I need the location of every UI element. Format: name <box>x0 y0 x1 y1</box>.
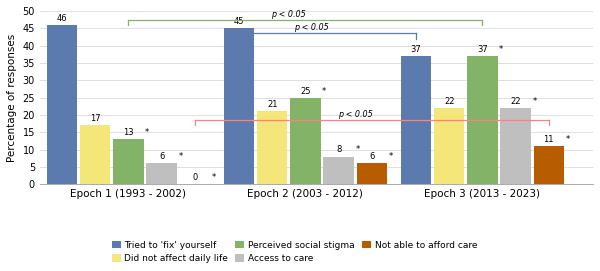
Bar <box>257 111 287 184</box>
Text: *: * <box>532 97 536 106</box>
Bar <box>356 163 387 184</box>
Bar <box>467 56 497 184</box>
Text: 0: 0 <box>192 173 197 182</box>
Text: 11: 11 <box>544 135 554 144</box>
Text: p < 0.05: p < 0.05 <box>338 110 373 119</box>
Bar <box>500 108 531 184</box>
Text: 6: 6 <box>159 152 164 162</box>
Text: *: * <box>178 152 182 162</box>
Bar <box>113 139 143 184</box>
Text: *: * <box>355 146 359 154</box>
Text: 13: 13 <box>123 128 134 137</box>
Text: *: * <box>499 45 503 54</box>
Text: 22: 22 <box>444 97 454 106</box>
Text: 22: 22 <box>511 97 521 106</box>
Text: 17: 17 <box>90 114 100 123</box>
Bar <box>290 98 320 184</box>
Text: *: * <box>145 128 149 137</box>
Bar <box>434 108 464 184</box>
Text: 37: 37 <box>477 45 488 54</box>
Bar <box>323 157 354 184</box>
Text: 8: 8 <box>336 146 341 154</box>
Text: *: * <box>566 135 570 144</box>
Text: 21: 21 <box>267 100 277 109</box>
Text: 37: 37 <box>410 45 421 54</box>
Bar <box>47 25 77 184</box>
Legend: Tried to 'fix' yourself, Did not affect daily life, Perceived social stigma, Acc: Tried to 'fix' yourself, Did not affect … <box>112 241 477 263</box>
Text: 6: 6 <box>369 152 374 162</box>
Text: 46: 46 <box>56 14 67 23</box>
Text: p < 0.05: p < 0.05 <box>293 23 328 33</box>
Bar <box>224 28 254 184</box>
Text: 45: 45 <box>234 17 244 26</box>
Text: p < 0.05: p < 0.05 <box>271 9 306 19</box>
Bar <box>146 163 177 184</box>
Text: *: * <box>389 152 393 162</box>
Text: 25: 25 <box>300 86 311 96</box>
Bar <box>80 125 110 184</box>
Text: *: * <box>322 86 326 96</box>
Text: *: * <box>211 173 216 182</box>
Bar <box>401 56 431 184</box>
Bar <box>533 146 564 184</box>
Y-axis label: Percentage of responses: Percentage of responses <box>7 34 17 162</box>
